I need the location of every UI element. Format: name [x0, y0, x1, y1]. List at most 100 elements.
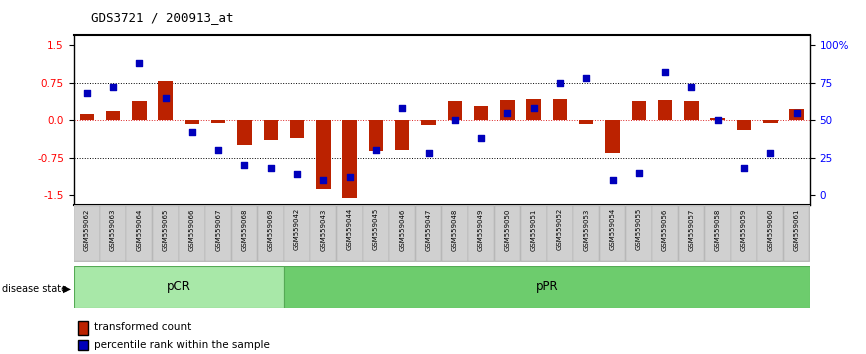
Bar — [710, 118, 725, 120]
Bar — [369, 120, 383, 152]
Text: transformed count: transformed count — [94, 322, 191, 332]
Bar — [631, 101, 646, 120]
Text: GSM559056: GSM559056 — [662, 208, 668, 251]
Bar — [211, 120, 225, 123]
Text: GSM559069: GSM559069 — [268, 208, 274, 251]
Text: GSM559048: GSM559048 — [452, 208, 458, 251]
Bar — [416, 206, 442, 261]
Bar — [390, 206, 415, 261]
Bar — [205, 206, 231, 261]
Point — [395, 105, 409, 111]
Bar — [290, 120, 304, 138]
Text: GSM559065: GSM559065 — [163, 208, 169, 251]
Text: GSM559042: GSM559042 — [294, 208, 300, 250]
Point — [579, 75, 593, 81]
Bar — [652, 206, 678, 261]
Text: GSM559044: GSM559044 — [346, 208, 352, 250]
Text: GSM559046: GSM559046 — [399, 208, 405, 251]
Text: GSM559058: GSM559058 — [714, 208, 721, 251]
Bar — [469, 206, 494, 261]
Bar — [106, 112, 120, 120]
Text: GSM559060: GSM559060 — [767, 208, 773, 251]
Bar — [363, 206, 389, 261]
Bar — [737, 120, 751, 130]
Text: GSM559049: GSM559049 — [478, 208, 484, 251]
Text: ▶: ▶ — [63, 284, 71, 293]
Text: GSM559052: GSM559052 — [557, 208, 563, 250]
Text: GSM559066: GSM559066 — [189, 208, 195, 251]
Text: GSM559068: GSM559068 — [242, 208, 248, 251]
Bar — [179, 206, 204, 261]
Text: GSM559064: GSM559064 — [136, 208, 142, 251]
Bar — [158, 81, 173, 120]
Bar — [599, 206, 625, 261]
Bar — [231, 206, 257, 261]
Point — [737, 166, 751, 171]
Point — [763, 150, 777, 156]
Bar — [705, 206, 731, 261]
Bar — [494, 206, 520, 261]
Point — [605, 177, 619, 183]
Bar — [421, 120, 436, 125]
Bar — [126, 206, 152, 261]
Bar — [679, 206, 704, 261]
Bar — [100, 206, 126, 261]
Point — [422, 150, 436, 156]
Point — [711, 118, 725, 123]
Text: GSM559051: GSM559051 — [531, 208, 537, 251]
Bar — [626, 206, 652, 261]
Text: percentile rank within the sample: percentile rank within the sample — [94, 340, 269, 350]
Point — [343, 175, 357, 180]
Point — [316, 177, 330, 183]
Text: GSM559054: GSM559054 — [610, 208, 616, 250]
Point — [80, 91, 94, 96]
Text: pPR: pPR — [535, 280, 558, 293]
Bar — [152, 206, 178, 261]
Text: GSM559061: GSM559061 — [793, 208, 799, 251]
Point — [448, 118, 462, 123]
Bar — [74, 206, 100, 261]
Bar — [684, 101, 699, 120]
Bar — [237, 120, 252, 145]
Bar — [579, 120, 593, 124]
Text: GSM559063: GSM559063 — [110, 208, 116, 251]
Bar — [501, 101, 514, 120]
Point — [185, 130, 199, 135]
Point — [475, 136, 488, 141]
Point — [211, 148, 225, 153]
Text: GSM559057: GSM559057 — [688, 208, 695, 251]
Point — [132, 61, 146, 66]
Bar — [311, 206, 336, 261]
Point — [369, 148, 383, 153]
Text: GSM559062: GSM559062 — [84, 208, 90, 251]
Point — [290, 171, 304, 177]
Text: GSM559043: GSM559043 — [320, 208, 326, 251]
Bar — [758, 206, 783, 261]
Text: GSM559045: GSM559045 — [373, 208, 379, 250]
Point — [553, 80, 567, 86]
Bar — [284, 206, 310, 261]
Text: GSM559067: GSM559067 — [216, 208, 221, 251]
Point — [264, 166, 278, 171]
Point — [158, 95, 172, 101]
Text: GSM559053: GSM559053 — [584, 208, 589, 251]
Bar — [784, 206, 810, 261]
Bar — [763, 120, 778, 123]
Point — [107, 85, 120, 90]
Bar — [284, 266, 810, 308]
Text: GSM559050: GSM559050 — [504, 208, 510, 251]
Point — [527, 105, 540, 111]
Point — [237, 162, 251, 168]
Bar — [553, 99, 567, 120]
Bar — [448, 101, 462, 120]
Bar — [132, 101, 146, 120]
Bar — [442, 206, 468, 261]
Point — [632, 170, 646, 176]
Bar — [316, 120, 331, 189]
Text: GDS3721 / 200913_at: GDS3721 / 200913_at — [91, 11, 234, 24]
Point — [684, 85, 698, 90]
Bar — [74, 266, 284, 308]
Bar — [184, 120, 199, 124]
Point — [501, 110, 514, 116]
Text: GSM559059: GSM559059 — [741, 208, 747, 251]
